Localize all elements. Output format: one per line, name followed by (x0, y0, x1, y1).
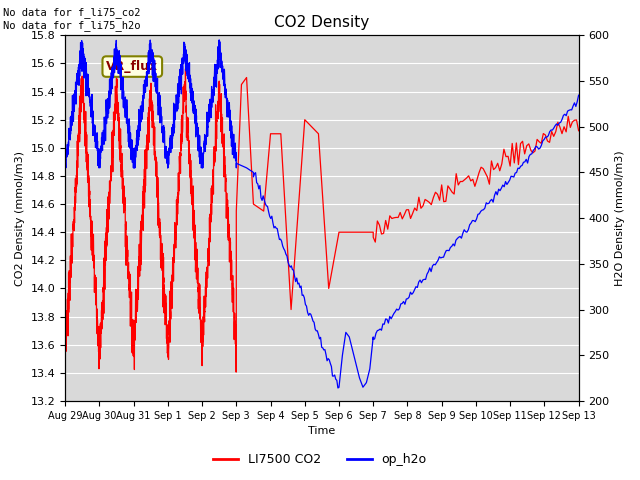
Text: No data for f_li75_co2
No data for f_li75_h2o: No data for f_li75_co2 No data for f_li7… (3, 7, 141, 31)
Legend: LI7500 CO2, op_h2o: LI7500 CO2, op_h2o (209, 448, 431, 471)
X-axis label: Time: Time (308, 426, 335, 436)
Y-axis label: CO2 Density (mmol/m3): CO2 Density (mmol/m3) (15, 151, 25, 286)
Title: CO2 Density: CO2 Density (275, 15, 369, 30)
Y-axis label: H2O Density (mmol/m3): H2O Density (mmol/m3) (615, 150, 625, 286)
Text: VR_flux: VR_flux (106, 60, 158, 73)
